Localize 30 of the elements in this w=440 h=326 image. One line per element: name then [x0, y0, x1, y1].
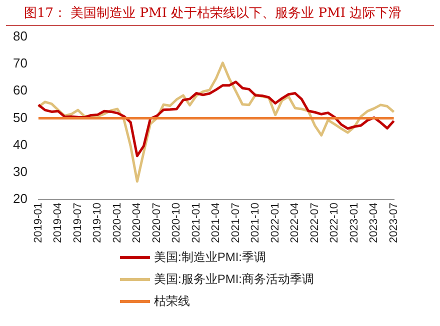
legend-label: 美国:制造业PMI:季调: [154, 248, 266, 266]
y-tick-label: 20: [12, 191, 28, 206]
y-tick-label: 60: [12, 82, 28, 98]
y-tick-label: 80: [12, 28, 28, 44]
x-tick-label: 2021-07: [230, 202, 242, 244]
legend-label: 枯荣线: [154, 292, 190, 310]
y-tick-label: 50: [12, 110, 28, 125]
x-tick-label: 2019-01: [32, 202, 44, 244]
x-tick-label: 2020-07: [150, 202, 163, 244]
x-tick-label: 2022-04: [289, 202, 302, 244]
x-tick-label: 2022-07: [308, 202, 321, 244]
y-tick-label: 30: [12, 164, 28, 180]
y-tick-label: 70: [12, 56, 28, 71]
x-tick-label: 2021-01: [190, 202, 202, 244]
legend-label: 美国:服务业PMI:商务活动季调: [154, 270, 314, 288]
y-tick-label: 40: [12, 136, 28, 152]
x-tick-label: 2020-01: [111, 202, 124, 244]
x-tick-label: 2023-04: [368, 202, 380, 244]
chart-title: 图17： 美国制造业 PMI 处于枯荣线以下、服务业 PMI 边际下滑: [6, 0, 434, 26]
x-tick-label: 2022-10: [328, 202, 341, 244]
x-tick-label: 2023-07: [388, 202, 400, 244]
x-tick-label: 2019-04: [52, 202, 64, 244]
x-tick-label: 2023-01: [348, 202, 360, 244]
x-tick-label: 2020-10: [170, 202, 183, 244]
x-tick-label: 2021-10: [250, 202, 262, 244]
x-tick-label: 2022-01: [269, 202, 282, 244]
x-tick-label: 2019-10: [92, 202, 104, 244]
x-tick-label: 2019-07: [72, 202, 84, 244]
x-tick-label: 2021-04: [210, 202, 222, 244]
x-tick-label: 2020-04: [131, 202, 144, 244]
